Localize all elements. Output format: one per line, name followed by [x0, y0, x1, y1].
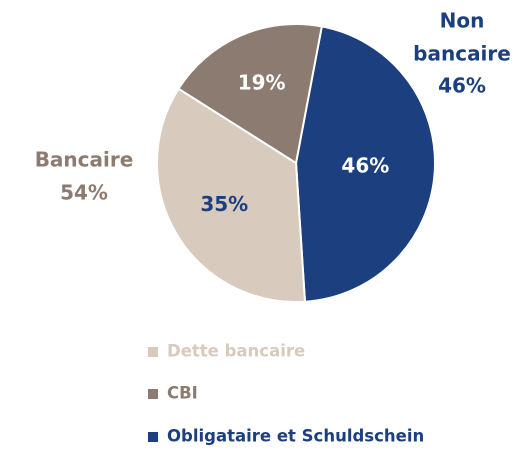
- data-label: 19%: [238, 70, 286, 94]
- pie-slice: [156, 87, 307, 303]
- annotation: Non: [440, 9, 485, 33]
- legend-label: Dette bancaire: [167, 342, 305, 361]
- legend-swatch: [148, 432, 158, 442]
- annotation: bancaire: [413, 42, 511, 66]
- annotation: Bancaire: [35, 148, 134, 172]
- legend-label: CBI: [167, 384, 198, 403]
- pie-slice: [177, 23, 323, 165]
- data-label: 35%: [200, 192, 248, 216]
- legend: Dette bancaire CBI Obligataire et Schuldsc…: [148, 342, 424, 446]
- legend-swatch: [148, 347, 158, 357]
- labels: 46% 35% 19%: [200, 70, 389, 216]
- legend-swatch: [148, 389, 158, 399]
- annotation: 46%: [438, 74, 486, 98]
- pie: [156, 23, 436, 303]
- pie-slice: [294, 25, 436, 303]
- annotation: 54%: [60, 181, 108, 205]
- legend-label: Obligataire et Schuldschein: [167, 427, 424, 446]
- data-label: 46%: [341, 154, 389, 178]
